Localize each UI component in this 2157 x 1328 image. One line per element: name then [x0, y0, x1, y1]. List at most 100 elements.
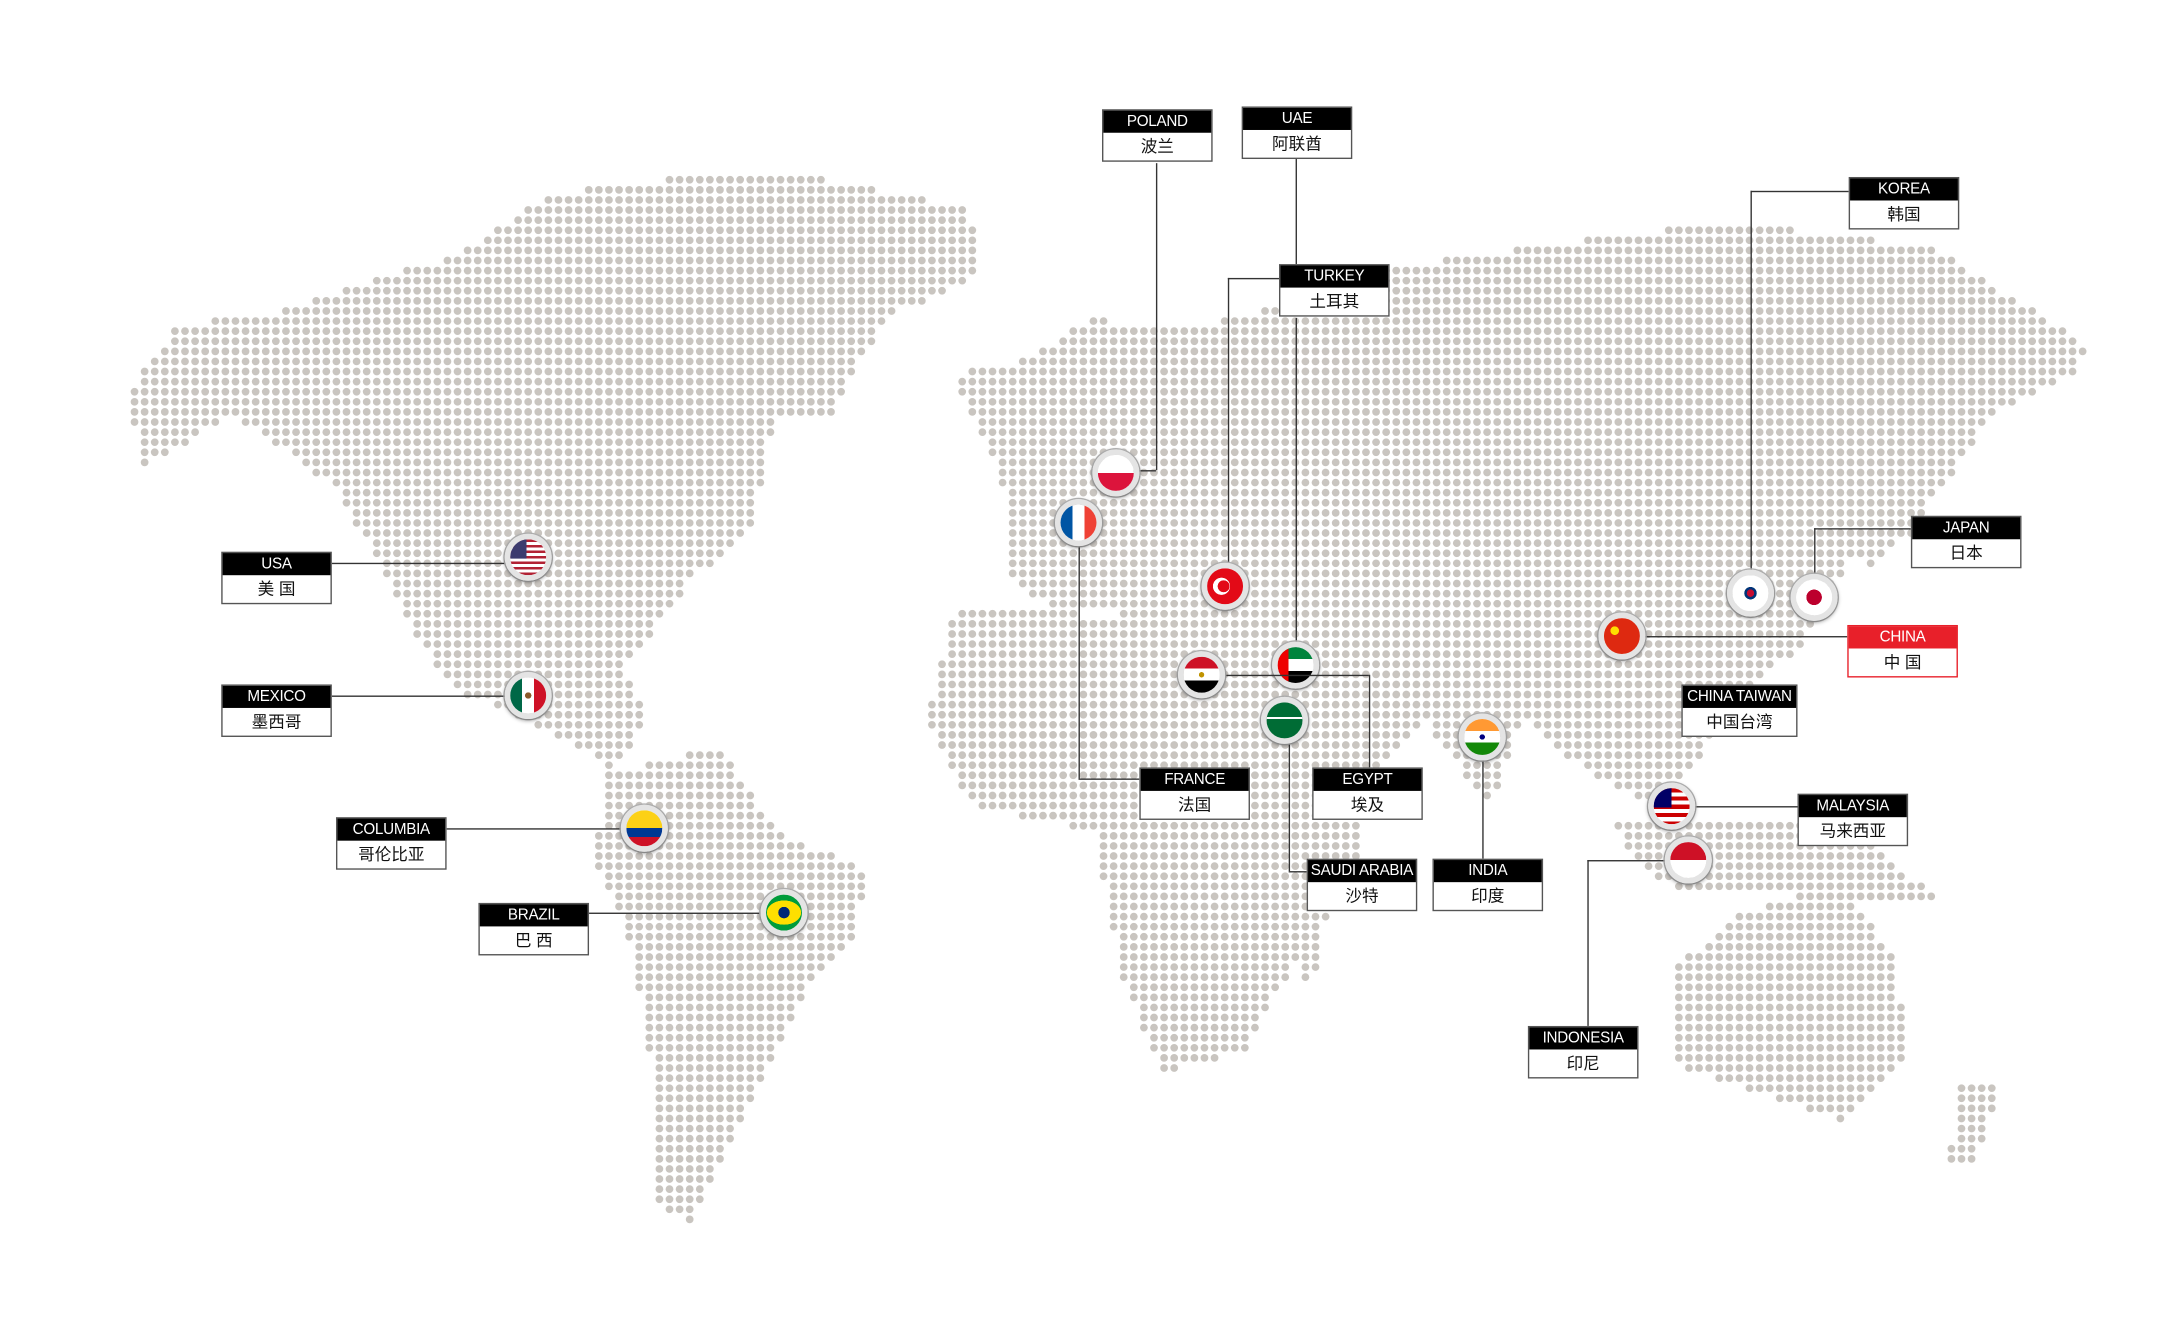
map-dot [1452, 508, 1461, 517]
map-dot [1735, 428, 1744, 436]
map-dot [1372, 377, 1380, 386]
map-dot [695, 266, 704, 275]
map-dot [1634, 559, 1643, 568]
map-dot [1402, 367, 1411, 376]
map-dot [675, 519, 684, 527]
map-dot [292, 438, 300, 447]
map-dot [483, 539, 492, 547]
map-dot [827, 408, 835, 416]
map-dot [837, 226, 845, 235]
map-dot [1008, 498, 1017, 507]
map-dot [494, 307, 502, 315]
map-dot [1422, 478, 1431, 487]
map-dot [302, 327, 311, 336]
map-dot [181, 387, 189, 396]
map-dot [1503, 438, 1512, 447]
map-dot [1937, 357, 1946, 366]
map-dot [1594, 448, 1602, 457]
map-dot [1755, 226, 1764, 235]
map-dot [2038, 317, 2047, 325]
map-dot [1109, 347, 1118, 356]
map-dot [1543, 286, 1552, 295]
map-dot [1331, 549, 1340, 558]
map-dot [564, 297, 573, 305]
map-dot [1775, 256, 1784, 265]
map-dot [928, 236, 936, 245]
map-dot [665, 347, 674, 356]
map-dot [1675, 307, 1683, 315]
map-dot [716, 286, 724, 295]
map-dot [393, 508, 401, 517]
map-dot [685, 478, 694, 487]
map-dot [1008, 438, 1017, 447]
map-dot [383, 337, 391, 346]
map-dot [1079, 387, 1088, 396]
map-dot [1513, 539, 1522, 547]
map-dot [1513, 347, 1522, 356]
map-dot [1079, 438, 1088, 447]
map-dot [372, 468, 381, 477]
map-dot [837, 307, 845, 315]
map-dot [1806, 317, 1814, 325]
map-dot [1765, 357, 1774, 366]
map-dot [746, 216, 755, 224]
map-dot [938, 246, 946, 255]
map-dot [1765, 408, 1774, 416]
map-dot [615, 367, 623, 376]
map-dot [1553, 458, 1562, 467]
map-dot [897, 266, 906, 275]
map-dot [302, 387, 311, 396]
map-dot [1210, 539, 1219, 547]
map-dot [352, 297, 361, 305]
map-dot [1463, 488, 1471, 497]
map-dot [1563, 448, 1572, 457]
map-dot [756, 216, 765, 224]
map-dot [1402, 408, 1411, 416]
map-dot [786, 367, 795, 376]
map-dot [2068, 347, 2077, 356]
map-dot [1927, 478, 1936, 487]
map-dot [635, 519, 644, 527]
map-dot [605, 286, 613, 295]
map-dot [1392, 347, 1401, 356]
map-dot [524, 337, 533, 346]
map-dot [1311, 468, 1320, 477]
map-dot [746, 185, 755, 194]
map-dot [1563, 488, 1572, 497]
map-dot [917, 256, 926, 265]
map-dot [675, 357, 684, 366]
map-dot [1160, 539, 1168, 547]
map-dot [1755, 448, 1764, 457]
map-dot [1321, 468, 1330, 477]
map-dot [1634, 307, 1643, 315]
map-dot [1735, 236, 1744, 245]
map-dot [463, 246, 472, 255]
map-dot [1089, 549, 1098, 558]
map-dot [1160, 448, 1168, 457]
map-dot [1543, 337, 1552, 346]
map-dot [393, 377, 401, 386]
map-dot [1886, 478, 1895, 487]
map-dot [1473, 498, 1481, 507]
map-dot [645, 246, 654, 255]
map-dot [1695, 226, 1703, 235]
map-dot [514, 438, 522, 447]
map-dot [1301, 559, 1310, 568]
map-dot [372, 529, 381, 537]
map-dot [1755, 367, 1764, 376]
map-dot [1725, 307, 1734, 315]
map-dot [1341, 549, 1350, 558]
map-dot [1614, 357, 1623, 366]
map-dot [706, 488, 714, 497]
map-dot [594, 236, 603, 245]
map-dot [1190, 408, 1199, 416]
map-dot [1675, 478, 1683, 487]
map-dot [1977, 276, 1986, 285]
map-dot [1836, 266, 1845, 275]
map-dot [1664, 397, 1673, 406]
map-dot [140, 418, 149, 426]
map-dot [494, 347, 502, 356]
map-dot [494, 246, 502, 255]
map-dot [1422, 428, 1431, 436]
map-dot [1735, 377, 1744, 386]
